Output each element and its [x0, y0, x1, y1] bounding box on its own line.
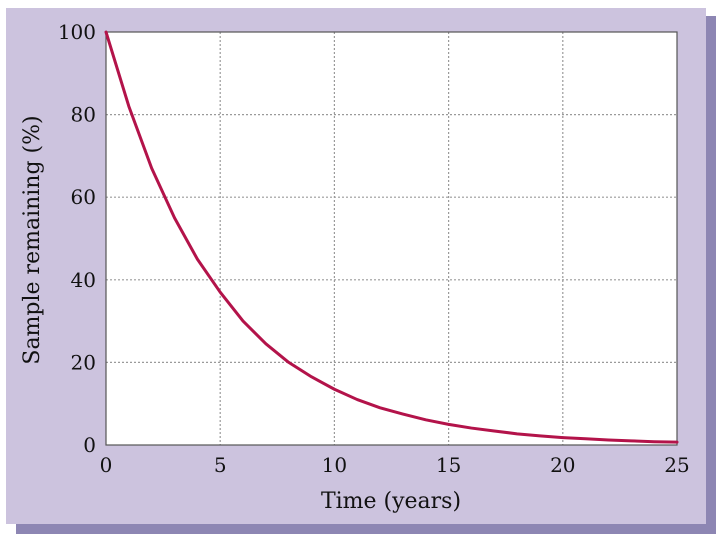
series-layer — [104, 30, 679, 444]
x-tick-label-25: 25 — [664, 453, 689, 477]
y-tick-label-0: 0 — [83, 433, 96, 457]
series-line-0 — [104, 30, 679, 444]
y-tick-label-20: 20 — [71, 350, 96, 374]
plot-area — [106, 32, 677, 445]
y-tick-label-60: 60 — [71, 185, 96, 209]
y-tick-label-80: 80 — [71, 103, 96, 127]
y-tick-label-40: 40 — [71, 268, 96, 292]
x-tick-label-5: 5 — [214, 453, 227, 477]
grid-lines — [106, 32, 677, 445]
x-tick-label-10: 10 — [322, 453, 347, 477]
y-tick-labels: 0 20 40 60 80 100 — [58, 20, 96, 457]
plot-border — [105, 31, 678, 446]
x-tick-labels: 0 5 10 15 20 25 — [100, 453, 690, 477]
axes — [105, 31, 678, 446]
x-tick-label-15: 15 — [436, 453, 461, 477]
y-tick-label-100: 100 — [58, 20, 96, 44]
y-axis-title: Sample remaining (%) — [20, 115, 45, 364]
x-tick-label-20: 20 — [550, 453, 575, 477]
x-axis-title: Time (years) — [321, 489, 461, 514]
x-tick-label-0: 0 — [100, 453, 113, 477]
